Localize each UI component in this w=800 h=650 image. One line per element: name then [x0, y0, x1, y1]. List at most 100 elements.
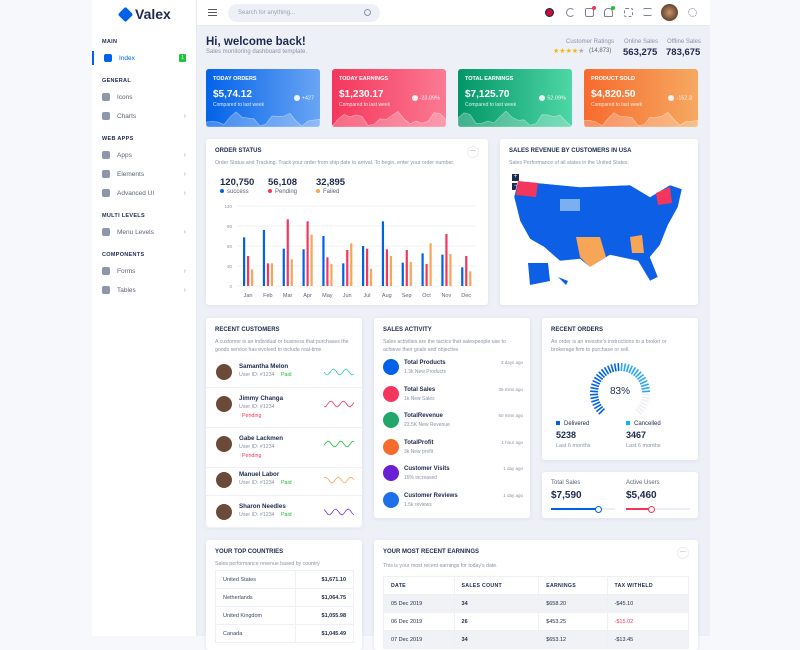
bar-success-dec[interactable] — [461, 267, 463, 286]
bar-failed-may[interactable] — [330, 264, 332, 286]
bar-pending-dec[interactable] — [465, 256, 467, 286]
active-users-slider[interactable] — [626, 508, 690, 510]
sidebar-item-charts[interactable]: Charts› — [92, 109, 196, 123]
activity-subtitle: 23.5K New Revenue — [404, 422, 450, 428]
activity-time: 1 hour ago — [501, 440, 523, 445]
bar-failed-oct[interactable] — [430, 243, 432, 286]
hamburger-icon[interactable] — [208, 9, 217, 16]
bar-failed-apr[interactable] — [311, 235, 313, 286]
bar-failed-feb[interactable] — [271, 263, 273, 286]
bar-success-aug[interactable] — [382, 221, 384, 286]
search-input[interactable]: Search for anything... — [228, 4, 380, 22]
bar-success-sep[interactable] — [402, 263, 404, 286]
flag-uk-icon[interactable] — [545, 8, 554, 17]
bar-pending-may[interactable] — [326, 257, 328, 286]
sidebar-item-advanced-ui[interactable]: Advanced UI› — [92, 186, 196, 200]
stat-subtitle: Compared to last week — [465, 102, 516, 108]
mail-icon[interactable] — [585, 8, 594, 17]
stat-value: $1,230.17 — [339, 89, 384, 100]
search-icon[interactable] — [364, 9, 371, 16]
fullscreen-icon[interactable] — [624, 8, 633, 17]
more-options-button[interactable]: ··· — [467, 146, 479, 158]
bar-pending-aug[interactable] — [386, 249, 388, 286]
bar-pending-jun[interactable] — [346, 250, 348, 286]
card-subtitle: Sales Performance of all states in the U… — [509, 159, 629, 167]
bar-failed-dec[interactable] — [469, 271, 471, 286]
bar-success-jun[interactable] — [342, 263, 344, 286]
sidebar-item-apps[interactable]: Apps› — [92, 148, 196, 162]
usa-map[interactable] — [510, 177, 690, 287]
bar-failed-jan[interactable] — [251, 269, 253, 286]
bar-pending-apr[interactable] — [307, 221, 309, 286]
bar-failed-mar[interactable] — [291, 259, 293, 286]
bar-pending-feb[interactable] — [267, 263, 269, 286]
total-products-icon — [383, 359, 399, 375]
bar-pending-nov[interactable] — [445, 234, 447, 286]
column-header[interactable]: SALES COUNT — [454, 577, 539, 595]
bar-failed-aug[interactable] — [390, 256, 392, 286]
activity-title: Total Sales — [404, 387, 435, 393]
total-sales-slider[interactable] — [551, 508, 615, 510]
bar-pending-jul[interactable] — [366, 249, 368, 286]
bar-success-nov[interactable] — [441, 255, 443, 286]
bar-failed-sep[interactable] — [410, 262, 412, 286]
bar-success-may[interactable] — [322, 236, 324, 286]
moon-icon[interactable] — [566, 8, 575, 17]
sidebar-item-forms[interactable]: Forms› — [92, 264, 196, 278]
activity-time: 35 mins ago — [498, 387, 523, 392]
bar-pending-sep[interactable] — [406, 250, 408, 286]
column-header[interactable]: TAX WITHELD — [607, 577, 688, 595]
menu-icon[interactable] — [643, 8, 652, 16]
country-row[interactable]: Netherlands$1,064.75 — [216, 589, 354, 607]
bar-pending-jan[interactable] — [247, 256, 249, 286]
logo[interactable]: Valex — [120, 6, 171, 22]
bar-success-feb[interactable] — [263, 230, 265, 286]
bar-pending-mar[interactable] — [287, 219, 289, 286]
tables-icon — [102, 286, 110, 294]
x-tick-label: Jan — [244, 293, 253, 299]
customer-name: Sharon Needles — [239, 503, 286, 510]
avatar[interactable] — [661, 4, 678, 21]
bar-success-jan[interactable] — [243, 237, 245, 286]
sidebar-item-menu-levels[interactable]: Menu Levels› — [92, 225, 196, 239]
order-total-value: 120,750 — [220, 177, 254, 188]
bar-pending-oct[interactable] — [426, 264, 428, 286]
sidebar-item-tables[interactable]: Tables› — [92, 283, 196, 297]
bar-success-mar[interactable] — [283, 249, 285, 286]
country-row[interactable]: United Kingdom$1,055.98 — [216, 607, 354, 625]
bar-success-oct[interactable] — [422, 253, 424, 286]
bar-failed-nov[interactable] — [449, 254, 451, 286]
bar-success-jul[interactable] — [362, 246, 364, 286]
stat-sparkline — [584, 109, 698, 127]
gear-icon[interactable] — [688, 8, 697, 17]
column-header[interactable]: EARNINGS — [539, 577, 607, 595]
card-subtitle: Sales activities are the tactics that sa… — [383, 338, 523, 354]
slider-handle[interactable] — [595, 506, 602, 513]
bar-failed-jun[interactable] — [350, 243, 352, 286]
sidebar-item-elements[interactable]: Elements› — [92, 167, 196, 181]
sidebar-item-icons[interactable]: Icons — [92, 90, 196, 104]
bar-success-apr[interactable] — [303, 249, 305, 286]
country-row[interactable]: Canada$1,045.49 — [216, 625, 354, 643]
slider-handle[interactable] — [648, 506, 655, 513]
more-options-button[interactable]: ··· — [677, 547, 689, 559]
bell-icon[interactable] — [604, 8, 613, 17]
country-row[interactable]: United States$1,671.10 — [216, 571, 354, 589]
column-header[interactable]: DATE — [384, 577, 455, 595]
bar-failed-jul[interactable] — [370, 269, 372, 286]
